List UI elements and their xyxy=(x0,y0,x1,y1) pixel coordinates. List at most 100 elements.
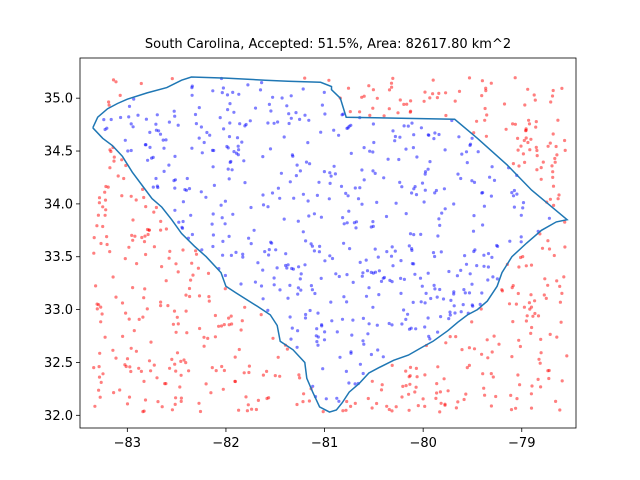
rejected-point xyxy=(163,382,167,386)
rejected-point xyxy=(127,395,132,399)
rejected-point xyxy=(557,193,561,197)
rejected-point xyxy=(250,407,254,411)
accepted-point xyxy=(387,321,391,326)
accepted-point xyxy=(267,253,271,257)
rejected-point xyxy=(346,86,351,90)
rejected-point xyxy=(210,366,214,370)
accepted-point xyxy=(190,146,194,150)
rejected-point xyxy=(516,136,520,140)
rejected-point xyxy=(518,344,523,349)
rejected-point xyxy=(98,351,102,355)
accepted-point xyxy=(289,116,293,120)
state-outline xyxy=(92,76,569,413)
rejected-point xyxy=(527,122,532,126)
accepted-point xyxy=(384,214,389,219)
accepted-point xyxy=(481,223,485,227)
rejected-point xyxy=(494,394,498,399)
accepted-point xyxy=(460,152,464,156)
rejected-point xyxy=(278,374,282,378)
rejected-point xyxy=(170,408,174,412)
rejected-point xyxy=(511,320,515,324)
rejected-point xyxy=(530,325,534,330)
rejected-point xyxy=(398,98,402,102)
rejected-point xyxy=(179,373,183,377)
rejected-point xyxy=(387,107,391,111)
rejected-point xyxy=(552,253,556,258)
rejected-point xyxy=(546,283,550,287)
accepted-point xyxy=(238,122,242,126)
accepted-point xyxy=(475,264,479,268)
accepted-point xyxy=(463,254,467,258)
rejected-point xyxy=(259,313,263,317)
accepted-point xyxy=(221,253,225,257)
accepted-point xyxy=(232,110,236,114)
rejected-point xyxy=(164,227,168,231)
accepted-point xyxy=(335,396,339,400)
rejected-point xyxy=(527,118,531,122)
accepted-point xyxy=(315,340,319,344)
accepted-point xyxy=(511,194,516,198)
accepted-point xyxy=(437,217,441,221)
accepted-point xyxy=(402,308,406,312)
rejected-point xyxy=(143,287,147,291)
accepted-point xyxy=(173,154,177,158)
accepted-point xyxy=(319,276,323,280)
accepted-point xyxy=(464,150,469,154)
rejected-point xyxy=(556,118,560,122)
rejected-point xyxy=(407,408,411,412)
accepted-point xyxy=(190,93,194,97)
rejected-point xyxy=(539,351,543,355)
accepted-point xyxy=(239,282,243,286)
accepted-point xyxy=(352,221,356,225)
rejected-point xyxy=(160,405,164,409)
accepted-point xyxy=(301,192,305,196)
rejected-point xyxy=(534,145,538,149)
accepted-point xyxy=(419,126,423,130)
rejected-point xyxy=(273,374,277,378)
accepted-point xyxy=(428,337,432,341)
accepted-point xyxy=(420,181,425,185)
rejected-point xyxy=(125,357,130,361)
accepted-point xyxy=(252,228,256,232)
accepted-point xyxy=(307,118,311,122)
accepted-point xyxy=(282,217,286,221)
accepted-point xyxy=(344,191,348,195)
rejected-point xyxy=(408,365,413,369)
axes-frame xyxy=(79,57,577,429)
rejected-point xyxy=(233,355,237,359)
rejected-point xyxy=(467,363,471,367)
rejected-point xyxy=(94,284,98,288)
accepted-point xyxy=(223,273,227,278)
rejected-point xyxy=(544,296,548,300)
rejected-point xyxy=(247,370,251,375)
accepted-point xyxy=(519,235,523,239)
rejected-point xyxy=(435,391,439,395)
accepted-point xyxy=(411,300,415,304)
accepted-point xyxy=(200,151,204,155)
accepted-point xyxy=(361,339,365,343)
rejected-point xyxy=(535,148,539,153)
accepted-point xyxy=(371,220,375,224)
rejected-point xyxy=(295,402,299,407)
rejected-point xyxy=(534,125,538,129)
rejected-point xyxy=(529,392,534,396)
accepted-point xyxy=(167,163,171,167)
rejected-point xyxy=(173,362,177,366)
accepted-point xyxy=(470,179,474,183)
rejected-point xyxy=(523,160,527,164)
rejected-point xyxy=(206,336,210,340)
accepted-point xyxy=(376,348,380,352)
accepted-point xyxy=(306,141,310,145)
accepted-point xyxy=(172,109,176,113)
rejected-point xyxy=(349,404,353,408)
accepted-point xyxy=(312,212,316,216)
rejected-point xyxy=(439,401,443,405)
rejected-point xyxy=(551,170,555,174)
rejected-point xyxy=(254,407,258,412)
rejected-point xyxy=(519,144,523,148)
accepted-point xyxy=(148,145,152,149)
accepted-point xyxy=(202,140,206,145)
accepted-point xyxy=(407,244,411,248)
accepted-point xyxy=(223,199,227,203)
